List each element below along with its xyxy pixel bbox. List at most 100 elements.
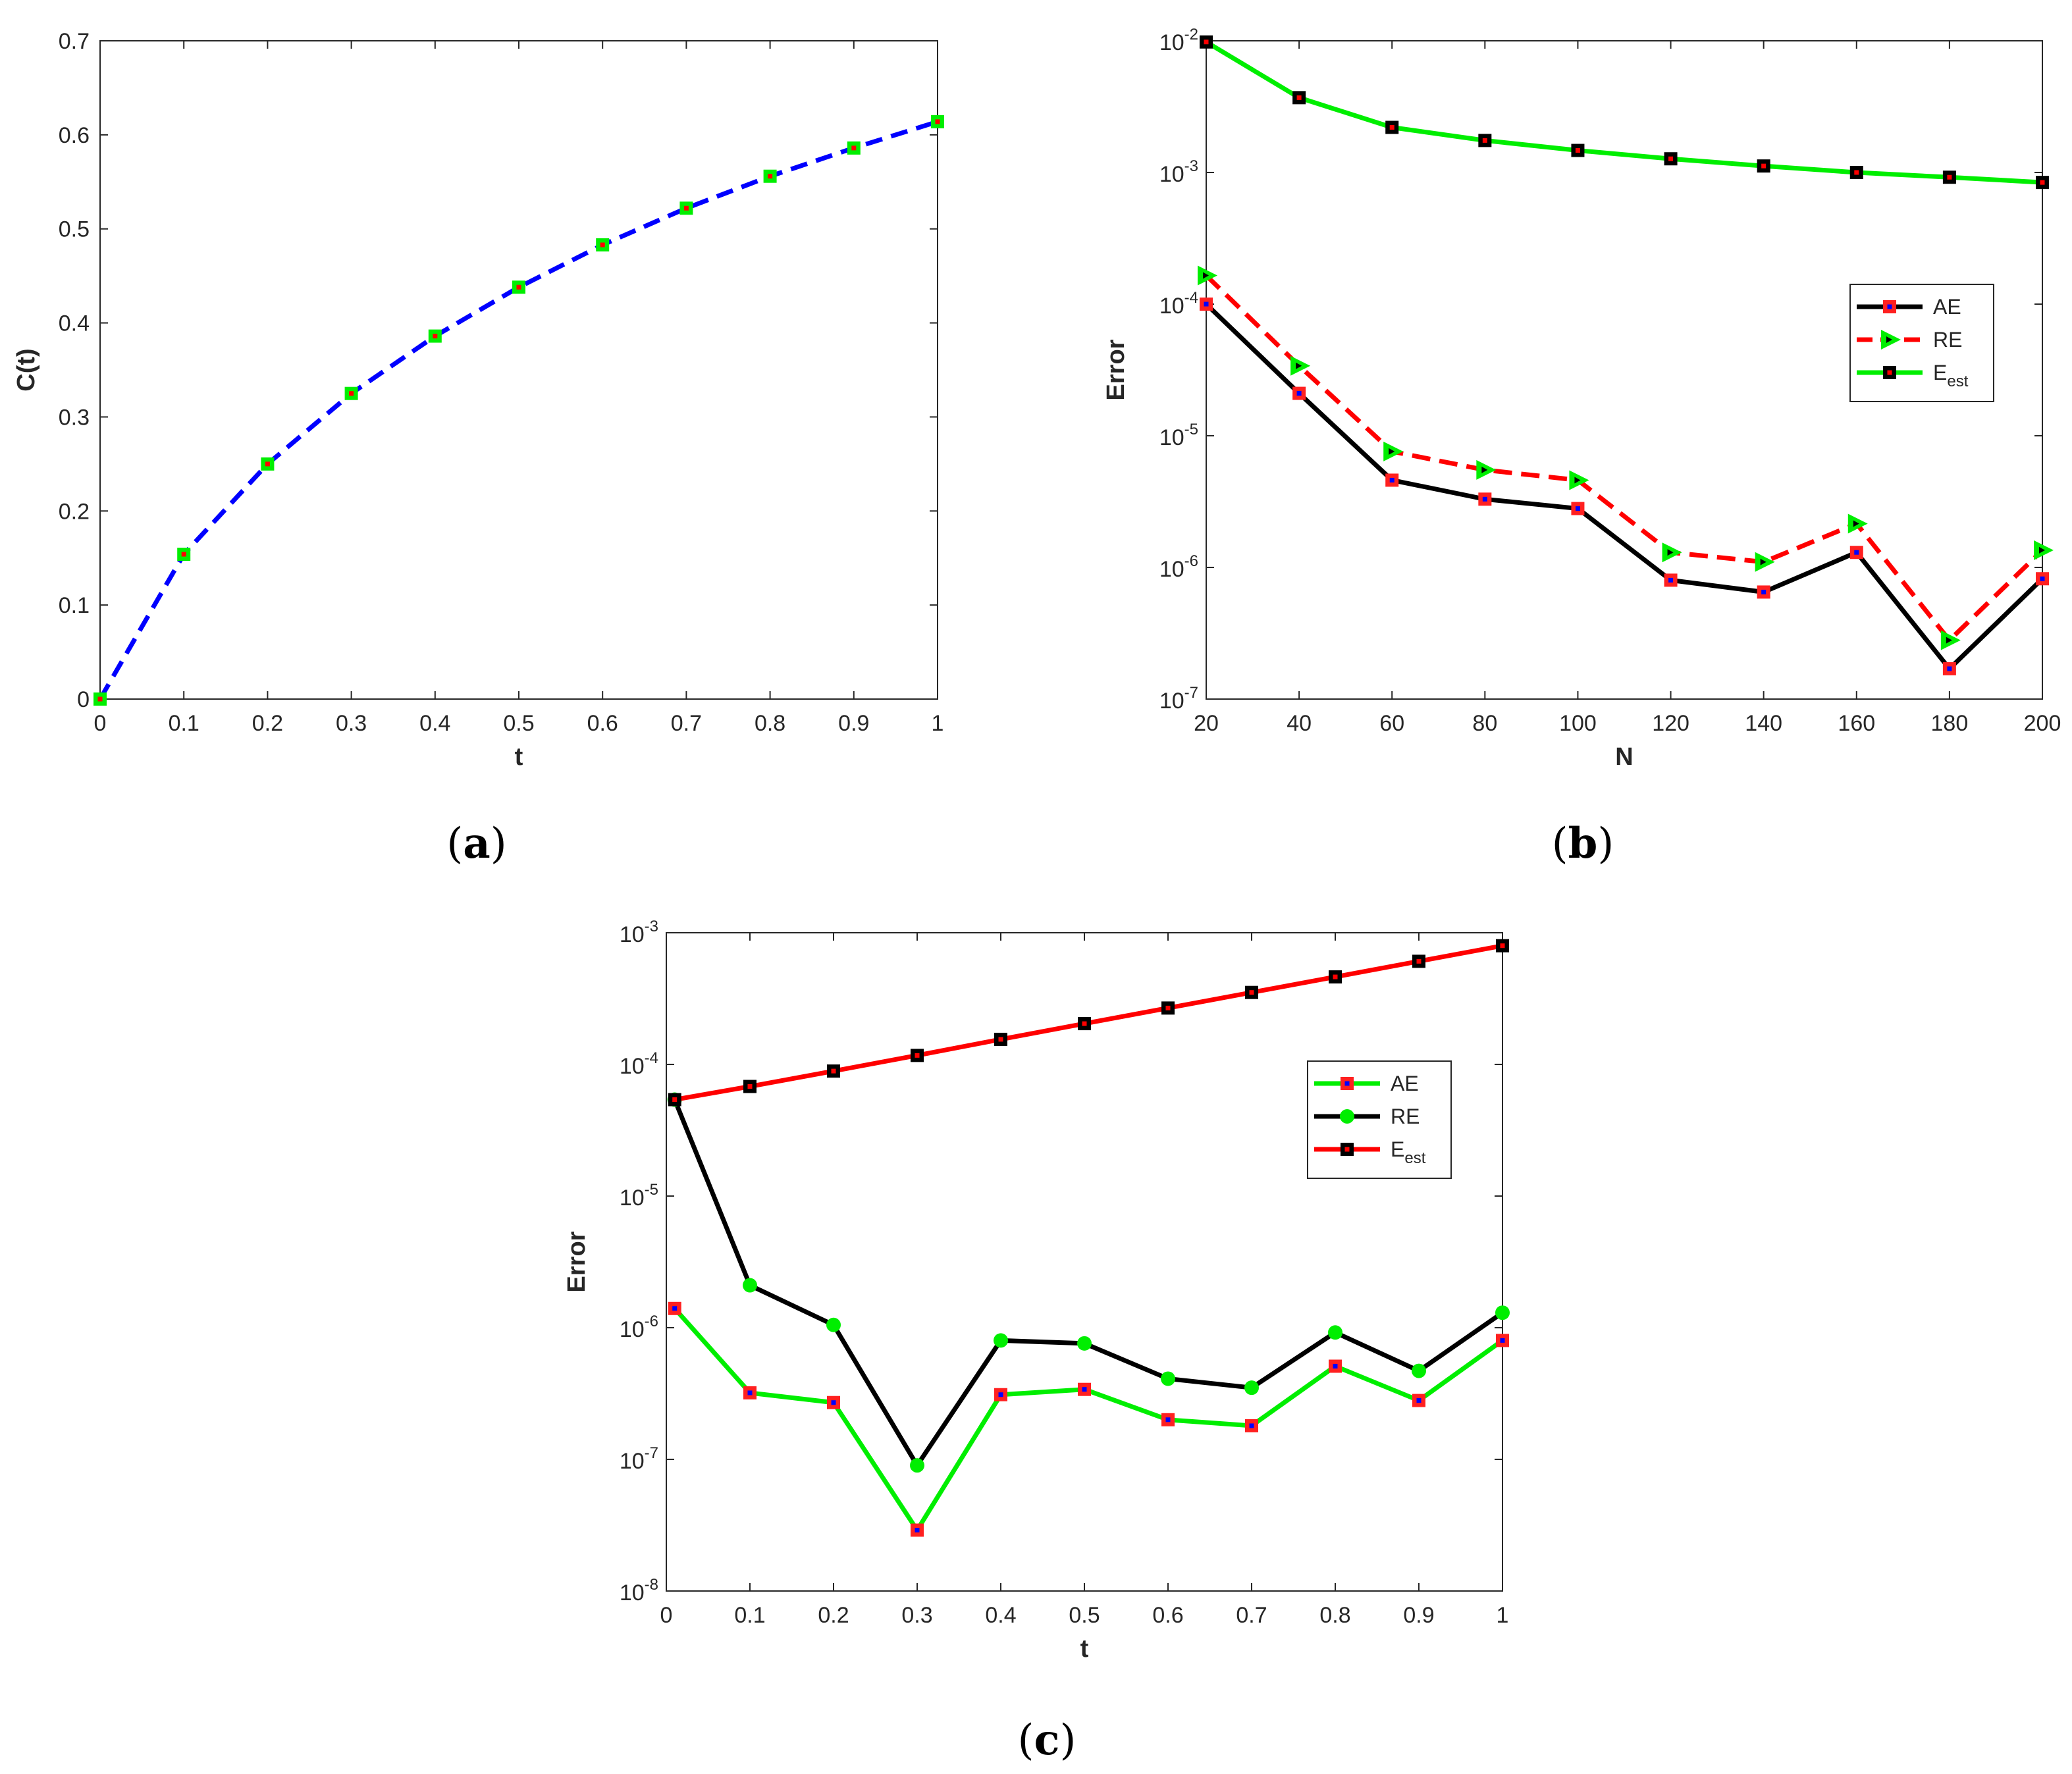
c-series-eest-marker-center-7 [1249,990,1254,995]
b-series-eest-marker-center-6 [1761,163,1767,169]
c-series-re-marker-6 [1161,1371,1175,1386]
legend-box-c [1307,1060,1452,1179]
b-series-ae-marker-center-5 [1668,577,1674,583]
chart-panel-c: 0 0.1 0.2 0.3 0.4 0.5 0.6 0.7 0.8 0.9 1 10-3 10-4 10-… [563,918,1510,1663]
x-tick-label-c-4: 0.4 [985,1603,1016,1628]
b-series-re-marker-center-1 [1296,362,1302,369]
x-tick-label-b-6: 140 [1745,711,1782,736]
y-tick-label-a-4: 0.4 [59,311,90,336]
y-tick-label-b-3: 10-5 [1159,421,1198,450]
a-series-approximate-marker-center-7 [683,205,689,211]
x-tick-label-c-10: 1 [1497,1603,1509,1628]
b-series-re-marker-center-8 [1946,637,1952,644]
b-series-eest-line [1205,39,2043,185]
b-series-eest-marker-center-3 [1482,138,1487,143]
c-series-re-marker-1 [743,1278,757,1293]
b-series-ae-line [1204,302,2044,671]
b-series-ae-marker-center-3 [1482,496,1487,502]
chart-panel-b: 20 40 60 80 100 120 140 160 180 200 10-2 10-3 10-4 10… [1102,26,2061,771]
a-series-approximate-marker-center-2 [265,461,270,467]
c-series-re-marker-8 [1328,1325,1342,1340]
x-tick-label-c-7: 0.7 [1236,1603,1267,1628]
chart-panel-a: 0 0.1 0.2 0.3 0.4 0.5 0.6 0.7 0.8 0.9 1 0 0.1 0.2 0.3 0… [13,29,944,771]
a-series-approximate-marker-center-3 [349,391,354,396]
x-tick-label-c-0: 0 [660,1603,673,1628]
x-tick-label-a-6: 0.6 [587,711,618,736]
y-tick-label-c-1: 10-4 [620,1049,658,1079]
c-series-ae-marker-center-4 [998,1392,1003,1397]
c-series-eest-marker-center-10 [1500,943,1505,949]
b-legend-eest-marker-center-0 [1887,370,1892,375]
x-tick-label-c-2: 0.2 [818,1603,849,1628]
b-series-eest-marker-center-7 [1854,170,1859,175]
c-series-ae-marker-center-9 [1416,1398,1421,1403]
x-tick-label-a-5: 0.5 [503,711,534,736]
y-tick-label-c-5: 10-8 [620,1576,658,1605]
b-series-re-marker-center-7 [1853,520,1859,527]
x-tick-label-b-5: 120 [1652,711,1689,736]
legend-box-b [1849,284,1994,402]
x-tick-label-b-7: 160 [1838,711,1875,736]
y-tick-label-a-0: 0 [77,687,90,712]
b-series-eest-marker-center-9 [2040,180,2045,185]
c-series-eest-marker-center-6 [1165,1005,1171,1010]
x-tick-label-a-1: 0.1 [169,711,199,736]
c-legend-eest-marker-center-0 [1344,1147,1350,1152]
c-series-ae-marker-center-3 [915,1528,920,1533]
y-tick-label-c-0: 10-3 [620,918,658,947]
x-axis-title-c: t [1080,1635,1089,1663]
c-series-ae-marker-center-8 [1333,1363,1338,1369]
c-series-ae-marker-center-10 [1500,1338,1505,1343]
x-tick-label-a-3: 0.3 [336,711,367,736]
x-tick-label-a-7: 0.7 [671,711,702,736]
b-legend-re-label: RE [1933,328,1962,352]
b-series-eest-marker-center-8 [1947,174,1952,180]
a-series-approximate-marker-center-5 [516,284,521,290]
y-tick-label-b-0: 10-2 [1159,26,1198,55]
c-series-re-marker-3 [910,1458,924,1473]
x-tick-label-a-2: 0.2 [252,711,283,736]
b-series-ae-marker-center-7 [1854,550,1859,555]
b-series-re-marker-center-9 [2039,546,2045,554]
c-series-eest-marker-center-2 [831,1068,836,1074]
caption-c: (c) [1018,1715,1076,1765]
a-series-approximate-marker-center-6 [600,242,605,248]
b-series-re-marker-center-3 [1481,466,1488,473]
b-series-eest-marker-center-0 [1204,39,1209,45]
c-series-eest-marker-center-8 [1333,974,1338,979]
y-axis-title-c: Error [563,1231,591,1292]
a-series-exact-line [97,119,939,700]
b-series-ae-marker-center-2 [1389,477,1395,483]
y-tick-label-a-3: 0.3 [59,405,90,430]
a-series-approximate-marker-center-0 [97,696,103,702]
x-tick-label-c-8: 0.8 [1319,1603,1350,1628]
x-tick-label-a-0: 0 [94,711,107,736]
x-tick-label-c-6: 0.6 [1152,1603,1183,1628]
b-legend-ae-marker-center-0 [1887,304,1892,309]
x-axis-title-b: N [1615,743,1633,771]
b-series-ae-marker-center-1 [1296,391,1302,396]
y-tick-label-b-1: 10-3 [1159,157,1198,187]
y-tick-label-c-4: 10-7 [620,1444,658,1474]
x-tick-label-c-3: 0.3 [901,1603,932,1628]
y-tick-label-a-5: 0.5 [59,217,90,242]
b-series-re-marker-center-5 [1667,549,1674,556]
c-series-re-marker-2 [826,1317,841,1332]
b-series-re-marker-center-2 [1389,448,1395,455]
c-series-eest-marker-center-0 [672,1097,677,1103]
x-tick-label-b-0: 20 [1194,711,1219,736]
y-axis-title-a: C(t) [13,348,40,391]
axes-box-a [99,40,938,700]
b-series-re-marker-center-4 [1574,477,1581,484]
x-tick-label-c-5: 0.5 [1069,1603,1100,1628]
c-series-ae-marker-center-1 [747,1390,753,1396]
y-tick-label-b-4: 10-6 [1159,552,1198,582]
c-series-ae-marker-center-5 [1082,1387,1087,1392]
y-tick-label-a-1: 0.1 [59,593,90,618]
x-tick-label-c-9: 0.9 [1403,1603,1434,1628]
caption-b: (b) [1552,819,1614,868]
c-legend-ae-marker-center-0 [1344,1081,1350,1086]
c-series-ae-marker-center-0 [672,1306,677,1311]
c-series-eest-marker-center-1 [747,1083,753,1089]
x-tick-label-b-8: 180 [1931,711,1969,736]
